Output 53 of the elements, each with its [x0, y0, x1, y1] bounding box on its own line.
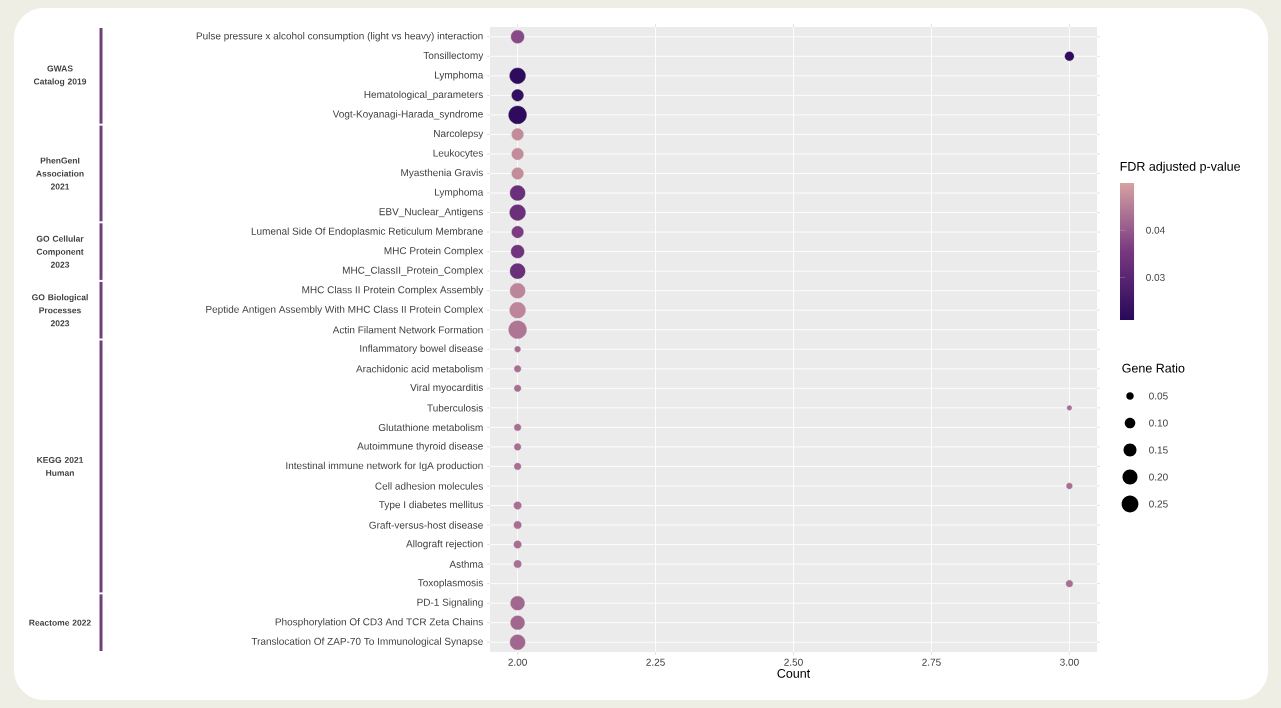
y-tick-label: Cell adhesion molecules [375, 482, 483, 490]
x-tick-label: 2.75 [922, 658, 941, 666]
y-tick-label: Arachidonic acid metabolism [356, 365, 483, 373]
y-tick-label: EBV_Nuclear_Antigens [379, 207, 483, 218]
y-tick-label: Asthma [449, 560, 484, 568]
text: GWAS Catalog 2019 [33, 65, 87, 87]
y-tick-label: Tonsillectomy [423, 51, 484, 61]
y-tick-label: Phosphorylation Of CD3 And TCR Zeta Chains [275, 618, 483, 628]
text: GO Biological Processes 2023 [32, 294, 88, 327]
y-tick-label: Autoimmune thyroid disease [357, 442, 483, 452]
x-axis-title: Count [777, 668, 811, 678]
color-bar-label: 0.03 [1146, 273, 1165, 282]
y-tick-label: Lymphoma [435, 71, 484, 81]
color-bar-title: FDR adjusted p-value [1120, 161, 1241, 174]
y-tick-label: MHC Protein Complex [384, 246, 484, 257]
legend-label: 0.15 [1149, 446, 1168, 454]
x-tick-label: 2.50 [784, 658, 803, 666]
x-tick-label: 2.00 [508, 658, 527, 666]
y-tick-label: Vogt-Koyanagi-Harada_syndrome [332, 110, 483, 120]
x-tick-label: 3.00 [1060, 658, 1079, 666]
y-tick-label: Narcolepsy [434, 129, 484, 140]
y-tick-label: Intestinal immune network for IgA production [286, 461, 483, 472]
y-tick-label: Lymphoma [435, 188, 484, 198]
legend-label: 0.20 [1149, 473, 1168, 481]
y-tick-label: MHC_ClassII_Protein_Complex [342, 266, 484, 276]
text: Reactome 2022 [29, 619, 91, 626]
y-tick-label: Type I diabetes mellitus [379, 500, 483, 511]
y-tick-label: Inflammatory bowel disease [360, 344, 483, 354]
y-tick-label: Pulse pressure x alcohol consumption (light vs heavy) interaction [196, 32, 483, 42]
y-tick-label: MHC Class II Protein Complex Assembly [302, 286, 484, 296]
y-tick-label: Glutathione metabolism [378, 423, 483, 432]
y-tick-label: Graft-versus-host disease [369, 521, 483, 529]
y-tick-label: Viral myocarditis [410, 383, 483, 393]
text: GO Cellular Component 2023 [36, 235, 84, 268]
y-tick-label: Translocation Of ZAP-70 To Immunological Synapse [251, 637, 483, 647]
legend-label: 0.05 [1149, 392, 1168, 400]
legend-label: 0.25 [1149, 500, 1168, 508]
legend-title: Gene Ratio [1122, 363, 1185, 373]
y-tick-label: Allograft rejection [406, 539, 483, 550]
y-tick-label: Toxoplasmosis [417, 578, 483, 589]
y-tick-label: Actin Filament Network Formation [332, 326, 483, 334]
y-tick-label: Peptide Antigen Assembly With MHC Class II Protein Complex [206, 305, 484, 315]
x-tick-label: 2.25 [646, 658, 665, 666]
y-tick-label: Myasthenia Gravis [401, 168, 483, 179]
y-tick-label: Hematological_parameters [364, 90, 483, 101]
text: PhenGenI Association 2021 [36, 157, 84, 190]
color-bar-label: 0.04 [1146, 226, 1165, 234]
y-tick-label: Tuberculosis [427, 404, 483, 412]
y-tick-label: Lumenal Side Of Endoplasmic Reticulum Membrane [251, 227, 483, 237]
y-tick-label: Leukocytes [433, 149, 483, 159]
legend-label: 0.10 [1149, 419, 1168, 427]
y-tick-label: PD-1 Signaling [417, 598, 483, 608]
text: KEGG 2021 Human [37, 456, 84, 476]
